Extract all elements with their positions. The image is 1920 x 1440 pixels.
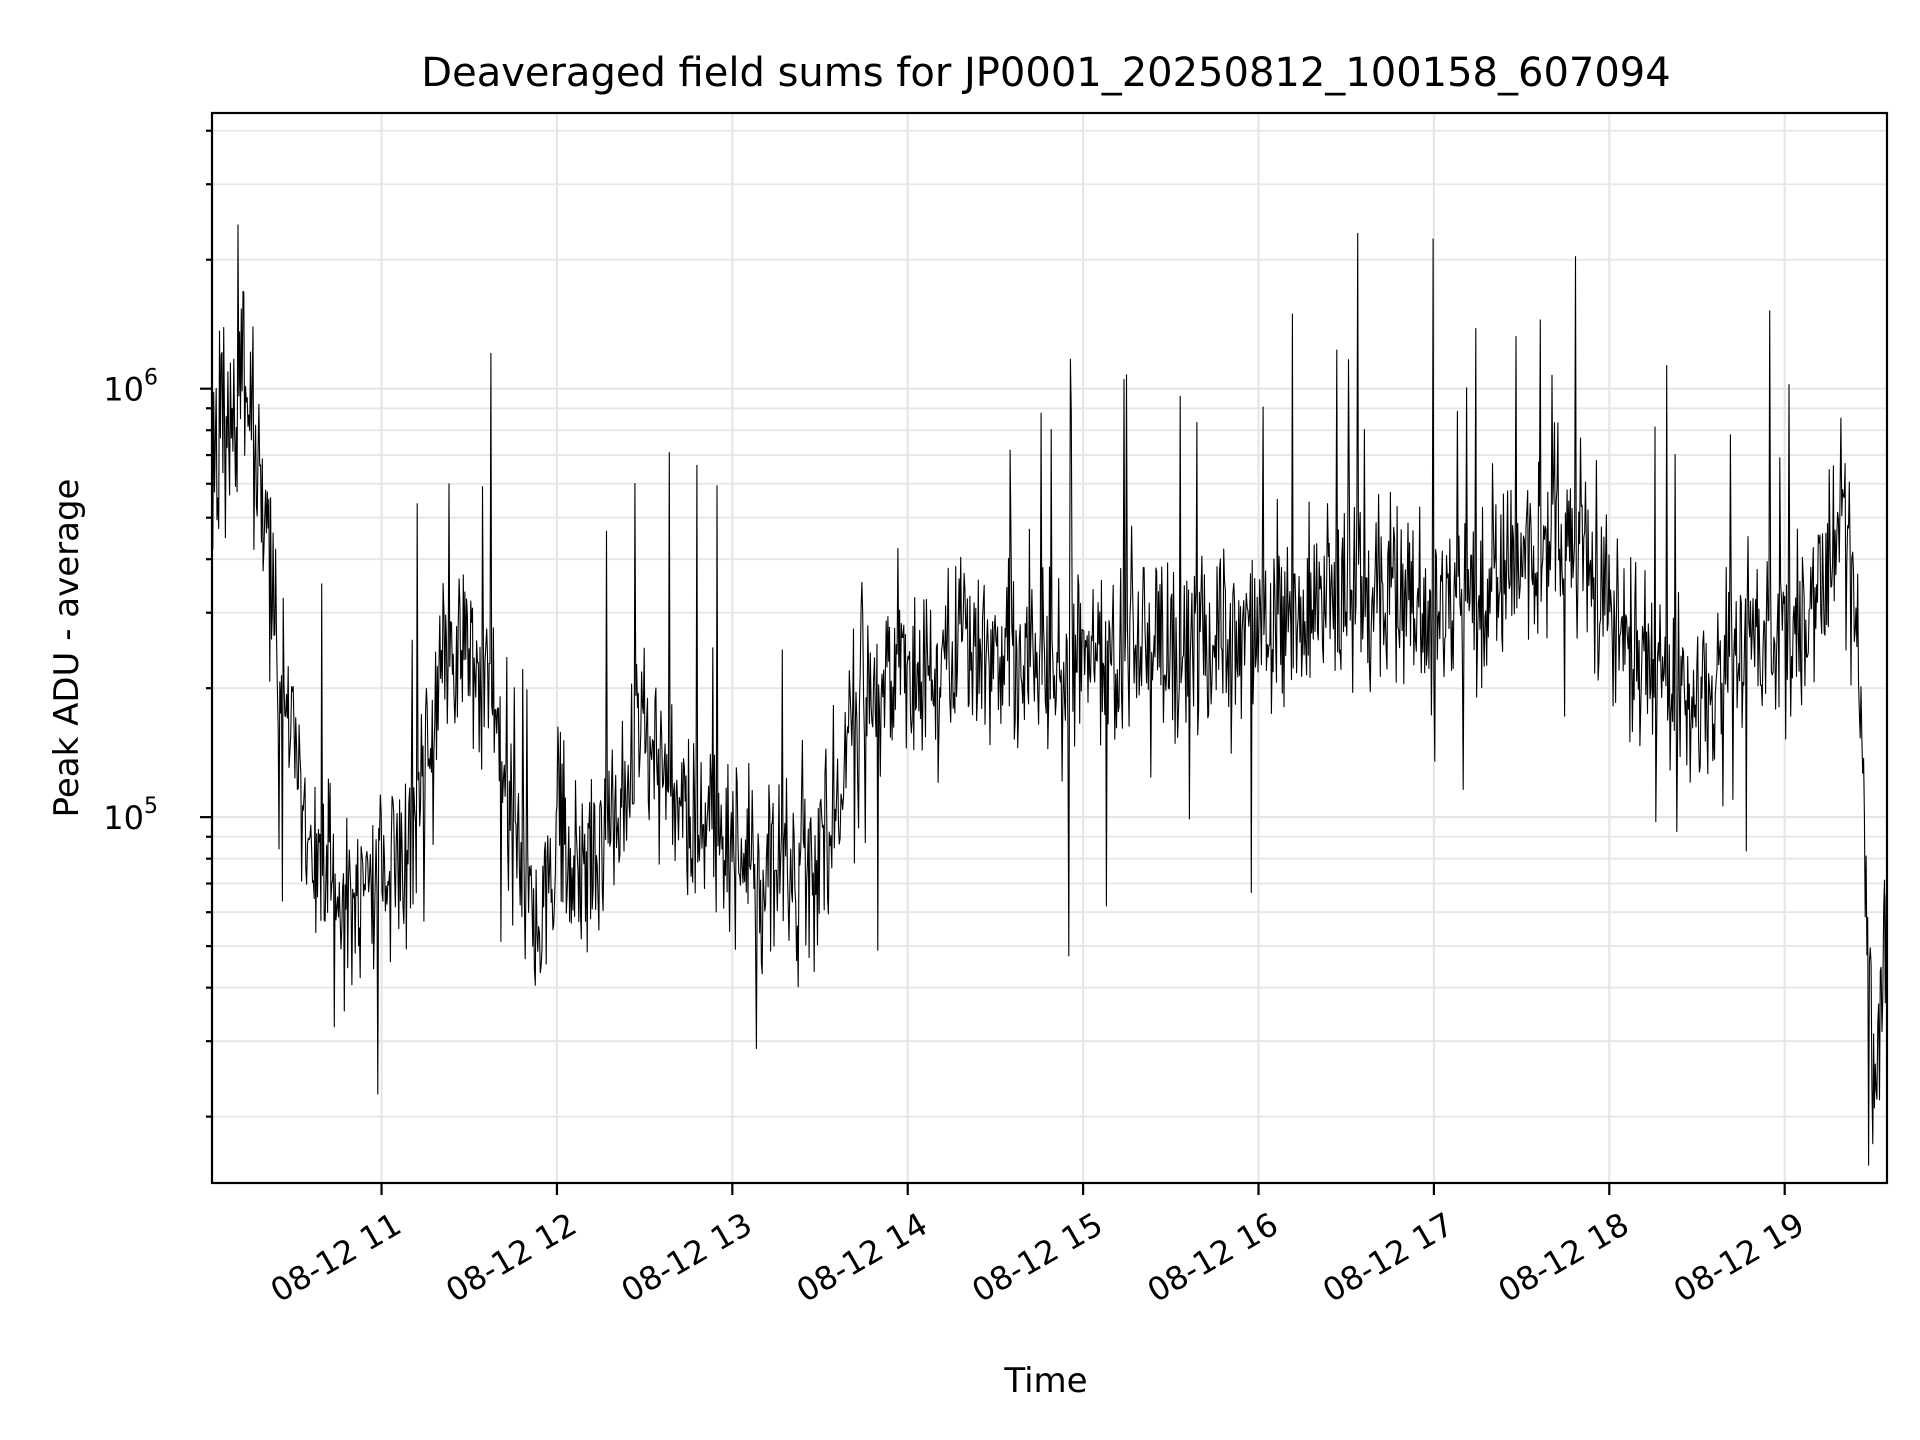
y-axis-label: Peak ADU - average [47,479,87,818]
grid [212,113,1887,1183]
ticks: 08-12 11 08-12 12 08-12 13 08-12 14 08-12 15… [103,129,1811,1310]
chart-title: Deaveraged field sums for JP0001_2025081… [421,50,1670,96]
x-tick-label: 08-12 15 [966,1205,1110,1310]
plot-frame [210,111,1889,1185]
x-tick-label: 08-12 18 [1492,1205,1636,1310]
x-tick-label: 08-12 16 [1141,1205,1285,1310]
x-tick-label: 08-12 13 [615,1205,759,1310]
x-tick-label: 08-12 11 [264,1205,408,1310]
x-tick-label: 08-12 12 [439,1205,583,1310]
x-tick-label: 08-12 17 [1316,1205,1460,1310]
y-tick-label: 106 [103,366,158,409]
x-tick-label: 08-12 14 [790,1205,934,1310]
x-axis-label: Time [1003,1361,1087,1401]
y-tick-label: 105 [103,794,158,837]
series-line [211,224,1888,1166]
series-layer [211,224,1888,1166]
x-tick-label: 08-12 19 [1667,1205,1811,1310]
